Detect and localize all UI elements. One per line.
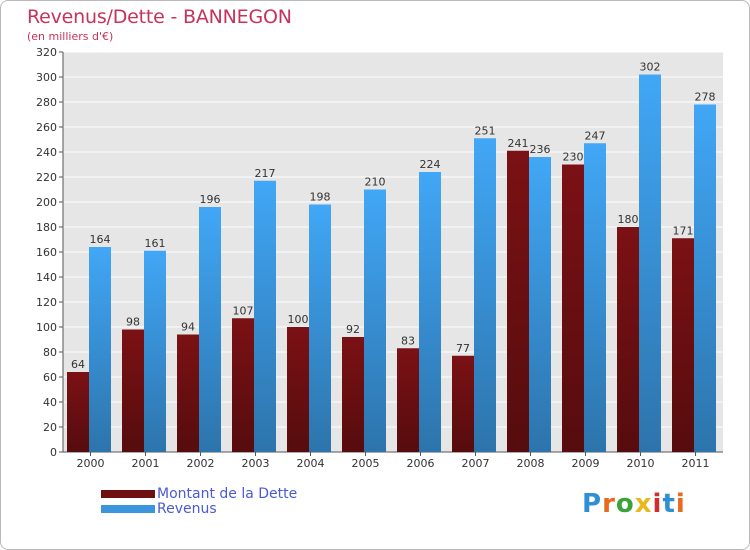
bar-revenus: [584, 143, 606, 452]
y-tick-label: 20: [43, 421, 57, 434]
bar-dette: [452, 355, 474, 452]
data-label: 171: [673, 224, 694, 237]
y-tick-label: 120: [36, 296, 57, 309]
data-label: 196: [200, 193, 221, 206]
y-tick-label: 180: [36, 221, 57, 234]
data-label: 247: [585, 129, 606, 142]
data-label: 224: [420, 158, 441, 171]
chart-title: Revenus/Dette - BANNEGON: [27, 6, 292, 28]
bar-dette: [287, 327, 309, 452]
logo-letter: x: [634, 489, 653, 519]
data-label: 77: [456, 342, 470, 355]
bar-revenus: [419, 172, 441, 452]
x-tick-label: 2005: [352, 457, 380, 470]
data-label: 241: [508, 137, 529, 150]
legend-label-revenus: Revenus: [157, 501, 217, 517]
bar-revenus: [199, 207, 221, 452]
bar-revenus: [364, 189, 386, 452]
chart-subtitle: (en milliers d'€): [27, 30, 114, 43]
x-tick-label: 2002: [187, 457, 215, 470]
data-label: 98: [126, 316, 140, 329]
data-label: 278: [695, 91, 716, 104]
y-tick-label: 240: [36, 146, 57, 159]
logo-letter: P: [582, 489, 603, 519]
data-label: 251: [475, 124, 496, 137]
data-label: 302: [640, 61, 661, 74]
y-tick-label: 60: [43, 371, 57, 384]
x-tick-label: 2007: [462, 457, 490, 470]
bar-revenus: [529, 157, 551, 452]
y-tick-label: 0: [50, 446, 57, 459]
bar-revenus: [309, 204, 331, 452]
data-label: 198: [310, 191, 331, 204]
data-label: 236: [530, 143, 551, 156]
bar-revenus: [254, 180, 276, 452]
data-label: 230: [563, 151, 584, 164]
bar-dette: [122, 329, 144, 452]
data-label: 217: [255, 167, 276, 180]
bar-revenus: [89, 247, 111, 452]
bar-dette: [672, 238, 694, 452]
bar-dette: [232, 318, 254, 452]
x-tick-label: 2004: [297, 457, 325, 470]
bar-revenus: [639, 74, 661, 452]
logo-letter: r: [602, 489, 616, 519]
data-label: 94: [181, 321, 195, 334]
x-tick-label: 2008: [517, 457, 545, 470]
x-tick-label: 2011: [682, 457, 710, 470]
bar-dette: [67, 372, 89, 452]
y-tick-label: 140: [36, 271, 57, 284]
bar-dette: [617, 227, 639, 452]
legend-swatch-dette: [101, 490, 155, 498]
y-tick-label: 300: [36, 71, 57, 84]
y-tick-label: 100: [36, 321, 57, 334]
logo-letter: i: [652, 489, 663, 519]
y-tick-label: 320: [36, 46, 57, 59]
x-tick-label: 2009: [572, 457, 600, 470]
bar-dette: [397, 348, 419, 452]
y-tick-label: 200: [36, 196, 57, 209]
data-label: 180: [618, 213, 639, 226]
data-label: 161: [145, 237, 166, 250]
y-tick-label: 80: [43, 346, 57, 359]
data-label: 83: [401, 334, 415, 347]
y-tick-label: 220: [36, 171, 57, 184]
data-label: 210: [365, 176, 386, 189]
data-label: 100: [288, 313, 309, 326]
bar-dette: [177, 334, 199, 452]
proxiti-logo: Proxiti: [582, 489, 686, 519]
data-label: 92: [346, 323, 360, 336]
x-tick-label: 2003: [242, 457, 270, 470]
x-tick-label: 2010: [627, 457, 655, 470]
legend-swatch-revenus: [101, 505, 155, 513]
bar-revenus: [694, 104, 716, 452]
logo-letter: i: [675, 489, 686, 519]
logo-letter: o: [615, 489, 635, 519]
data-label: 107: [233, 304, 254, 317]
bar-dette: [342, 337, 364, 452]
legend-label-dette: Montant de la Dette: [157, 486, 298, 502]
y-tick-label: 40: [43, 396, 57, 409]
bar-dette: [507, 150, 529, 452]
bar-revenus: [474, 138, 496, 452]
y-tick-label: 260: [36, 121, 57, 134]
logo-letter: t: [662, 489, 676, 519]
bar-revenus: [144, 250, 166, 452]
x-tick-label: 2000: [77, 457, 105, 470]
bar-dette: [562, 164, 584, 452]
x-tick-label: 2001: [132, 457, 160, 470]
x-tick-label: 2006: [407, 457, 435, 470]
y-tick-label: 160: [36, 246, 57, 259]
data-label: 64: [71, 358, 85, 371]
data-label: 164: [90, 233, 111, 246]
y-tick-label: 280: [36, 96, 57, 109]
